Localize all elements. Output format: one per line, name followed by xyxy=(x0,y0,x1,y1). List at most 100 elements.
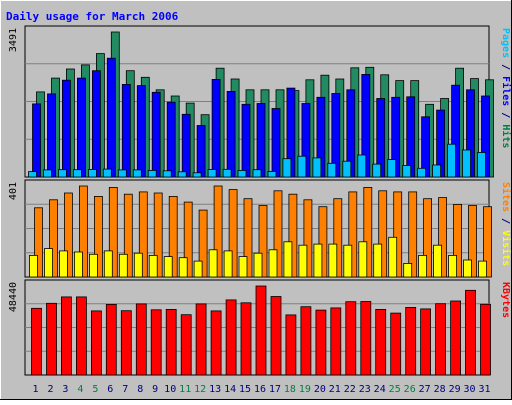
x-tick-label-day-2: 2 xyxy=(47,384,53,395)
bar-files-day-3 xyxy=(62,79,71,178)
x-tick-label-day-16: 16 xyxy=(254,384,266,395)
x-axis-labels: 1 2 3 4 5 6 7 8 9 10 11 12 13 14 15 16 17 18 19 20 21 22 23 24 2… xyxy=(32,384,490,395)
x-tick-label-day-30: 30 xyxy=(463,384,475,395)
bar-pages-day-27 xyxy=(417,167,427,178)
bar-kbytes-day-30 xyxy=(465,289,476,376)
bar-sites-day-6 xyxy=(108,186,118,278)
bar-files-day-10 xyxy=(166,101,176,178)
bar-pages-day-28 xyxy=(432,164,442,178)
bar-kbytes-day-4 xyxy=(76,296,87,376)
bar-pages-day-9 xyxy=(147,169,157,178)
x-tick-label-day-8: 8 xyxy=(137,384,143,395)
bar-visits-day-22 xyxy=(343,244,353,278)
bar-files-day-7 xyxy=(121,84,131,178)
panel-kbytes: 48440 KBytes xyxy=(8,279,511,376)
x-tick-label-day-21: 21 xyxy=(329,384,341,395)
bar-pages-day-12 xyxy=(192,172,202,178)
bar-visits-day-30 xyxy=(463,259,472,278)
bar-visits-day-9 xyxy=(148,254,158,278)
bar-pages-day-21 xyxy=(327,162,337,178)
bar-sites-day-24 xyxy=(378,190,388,278)
bar-sites-day-5 xyxy=(94,195,103,278)
bar-sites-day-10 xyxy=(168,195,178,278)
bar-visits-day-3 xyxy=(59,250,68,278)
x-tick-label-day-23: 23 xyxy=(359,384,371,395)
x-tick-label-day-24: 24 xyxy=(374,384,386,395)
legend-entry: Sites xyxy=(500,182,512,212)
bar-kbytes-day-24 xyxy=(375,308,387,376)
bar-files-day-8 xyxy=(136,85,146,178)
x-tick-label-day-22: 22 xyxy=(344,384,356,395)
bar-visits-day-25 xyxy=(388,236,398,278)
x-tick-label-day-17: 17 xyxy=(269,384,281,395)
bar-visits-day-8 xyxy=(133,252,143,278)
bar-kbytes-day-18 xyxy=(285,314,297,376)
bar-kbytes-day-13 xyxy=(210,310,222,376)
x-tick-label-day-6: 6 xyxy=(107,384,113,395)
bar-sites-day-29 xyxy=(453,203,463,278)
bar-visits-day-13 xyxy=(208,249,218,278)
bar-sites-day-20 xyxy=(318,206,328,278)
x-tick-label-day-27: 27 xyxy=(419,384,431,395)
bar-visits-day-1 xyxy=(29,254,38,278)
bar-visits-day-20 xyxy=(313,243,323,278)
bar-files-day-1 xyxy=(32,103,41,178)
bar-visits-day-17 xyxy=(268,249,278,278)
bar-visits-day-29 xyxy=(448,254,458,278)
x-tick-label-day-19: 19 xyxy=(299,384,311,395)
bar-pages-day-15 xyxy=(237,169,247,178)
legend-entry: Visits xyxy=(500,230,512,266)
bar-visits-day-11 xyxy=(178,257,188,278)
panel-sites-visits: 401 Sites / Visits xyxy=(8,179,512,278)
bar-visits-day-23 xyxy=(358,241,368,278)
bar-visits-day-21 xyxy=(328,243,338,278)
bar-kbytes-day-3 xyxy=(61,296,72,376)
panel-legend: Sites / Visits xyxy=(500,182,512,266)
x-tick-label-day-14: 14 xyxy=(224,384,236,395)
chart-panels: 3491 Pages / Files / Hits 401 Sites / Visit… xyxy=(8,25,512,376)
bar-kbytes-day-26 xyxy=(405,306,417,376)
bar-sites-day-11 xyxy=(183,201,193,278)
bar-sites-day-14 xyxy=(228,189,238,278)
bar-sites-day-13 xyxy=(213,185,223,278)
bar-files-day-26 xyxy=(406,96,416,178)
bar-pages-day-10 xyxy=(162,170,172,178)
bar-sites-day-8 xyxy=(138,191,148,278)
x-tick-label-day-20: 20 xyxy=(314,384,326,395)
panel-max-label: 3491 xyxy=(8,28,19,52)
bar-sites-day-7 xyxy=(123,193,133,278)
bar-pages-day-13 xyxy=(207,169,217,178)
bar-pages-day-25 xyxy=(387,159,397,178)
bar-pages-day-19 xyxy=(297,155,307,178)
bar-visits-day-27 xyxy=(418,254,428,278)
x-tick-label-day-13: 13 xyxy=(209,384,221,395)
bar-files-day-16 xyxy=(256,103,266,178)
bar-kbytes-day-23 xyxy=(360,301,372,376)
bar-kbytes-day-29 xyxy=(450,300,462,376)
bar-kbytes-day-8 xyxy=(135,303,147,376)
legend-entry: / xyxy=(500,58,511,76)
x-tick-label-day-28: 28 xyxy=(434,384,446,395)
bar-pages-day-7 xyxy=(117,169,127,178)
bar-files-day-12 xyxy=(196,125,206,178)
x-tick-label-day-12: 12 xyxy=(194,384,206,395)
bar-pages-day-14 xyxy=(222,168,232,178)
legend-entry: Hits xyxy=(500,124,512,148)
bar-pages-day-18 xyxy=(282,158,292,178)
bar-pages-day-26 xyxy=(402,164,412,178)
bar-pages-day-20 xyxy=(312,157,322,178)
bar-visits-day-15 xyxy=(238,256,248,278)
bar-kbytes-day-2 xyxy=(46,302,57,376)
legend-entry: / xyxy=(500,106,511,124)
bar-visits-day-14 xyxy=(223,250,233,278)
x-tick-label-day-10: 10 xyxy=(164,384,176,395)
bar-sites-day-28 xyxy=(438,197,448,278)
bar-pages-day-29 xyxy=(447,143,457,178)
legend-entry: Files xyxy=(500,76,512,106)
panel-max-label: 48440 xyxy=(8,282,19,312)
x-tick-label-day-1: 1 xyxy=(32,384,38,395)
bar-visits-day-18 xyxy=(283,241,293,278)
bar-visits-day-10 xyxy=(163,256,173,278)
x-tick-label-day-11: 11 xyxy=(179,384,191,395)
